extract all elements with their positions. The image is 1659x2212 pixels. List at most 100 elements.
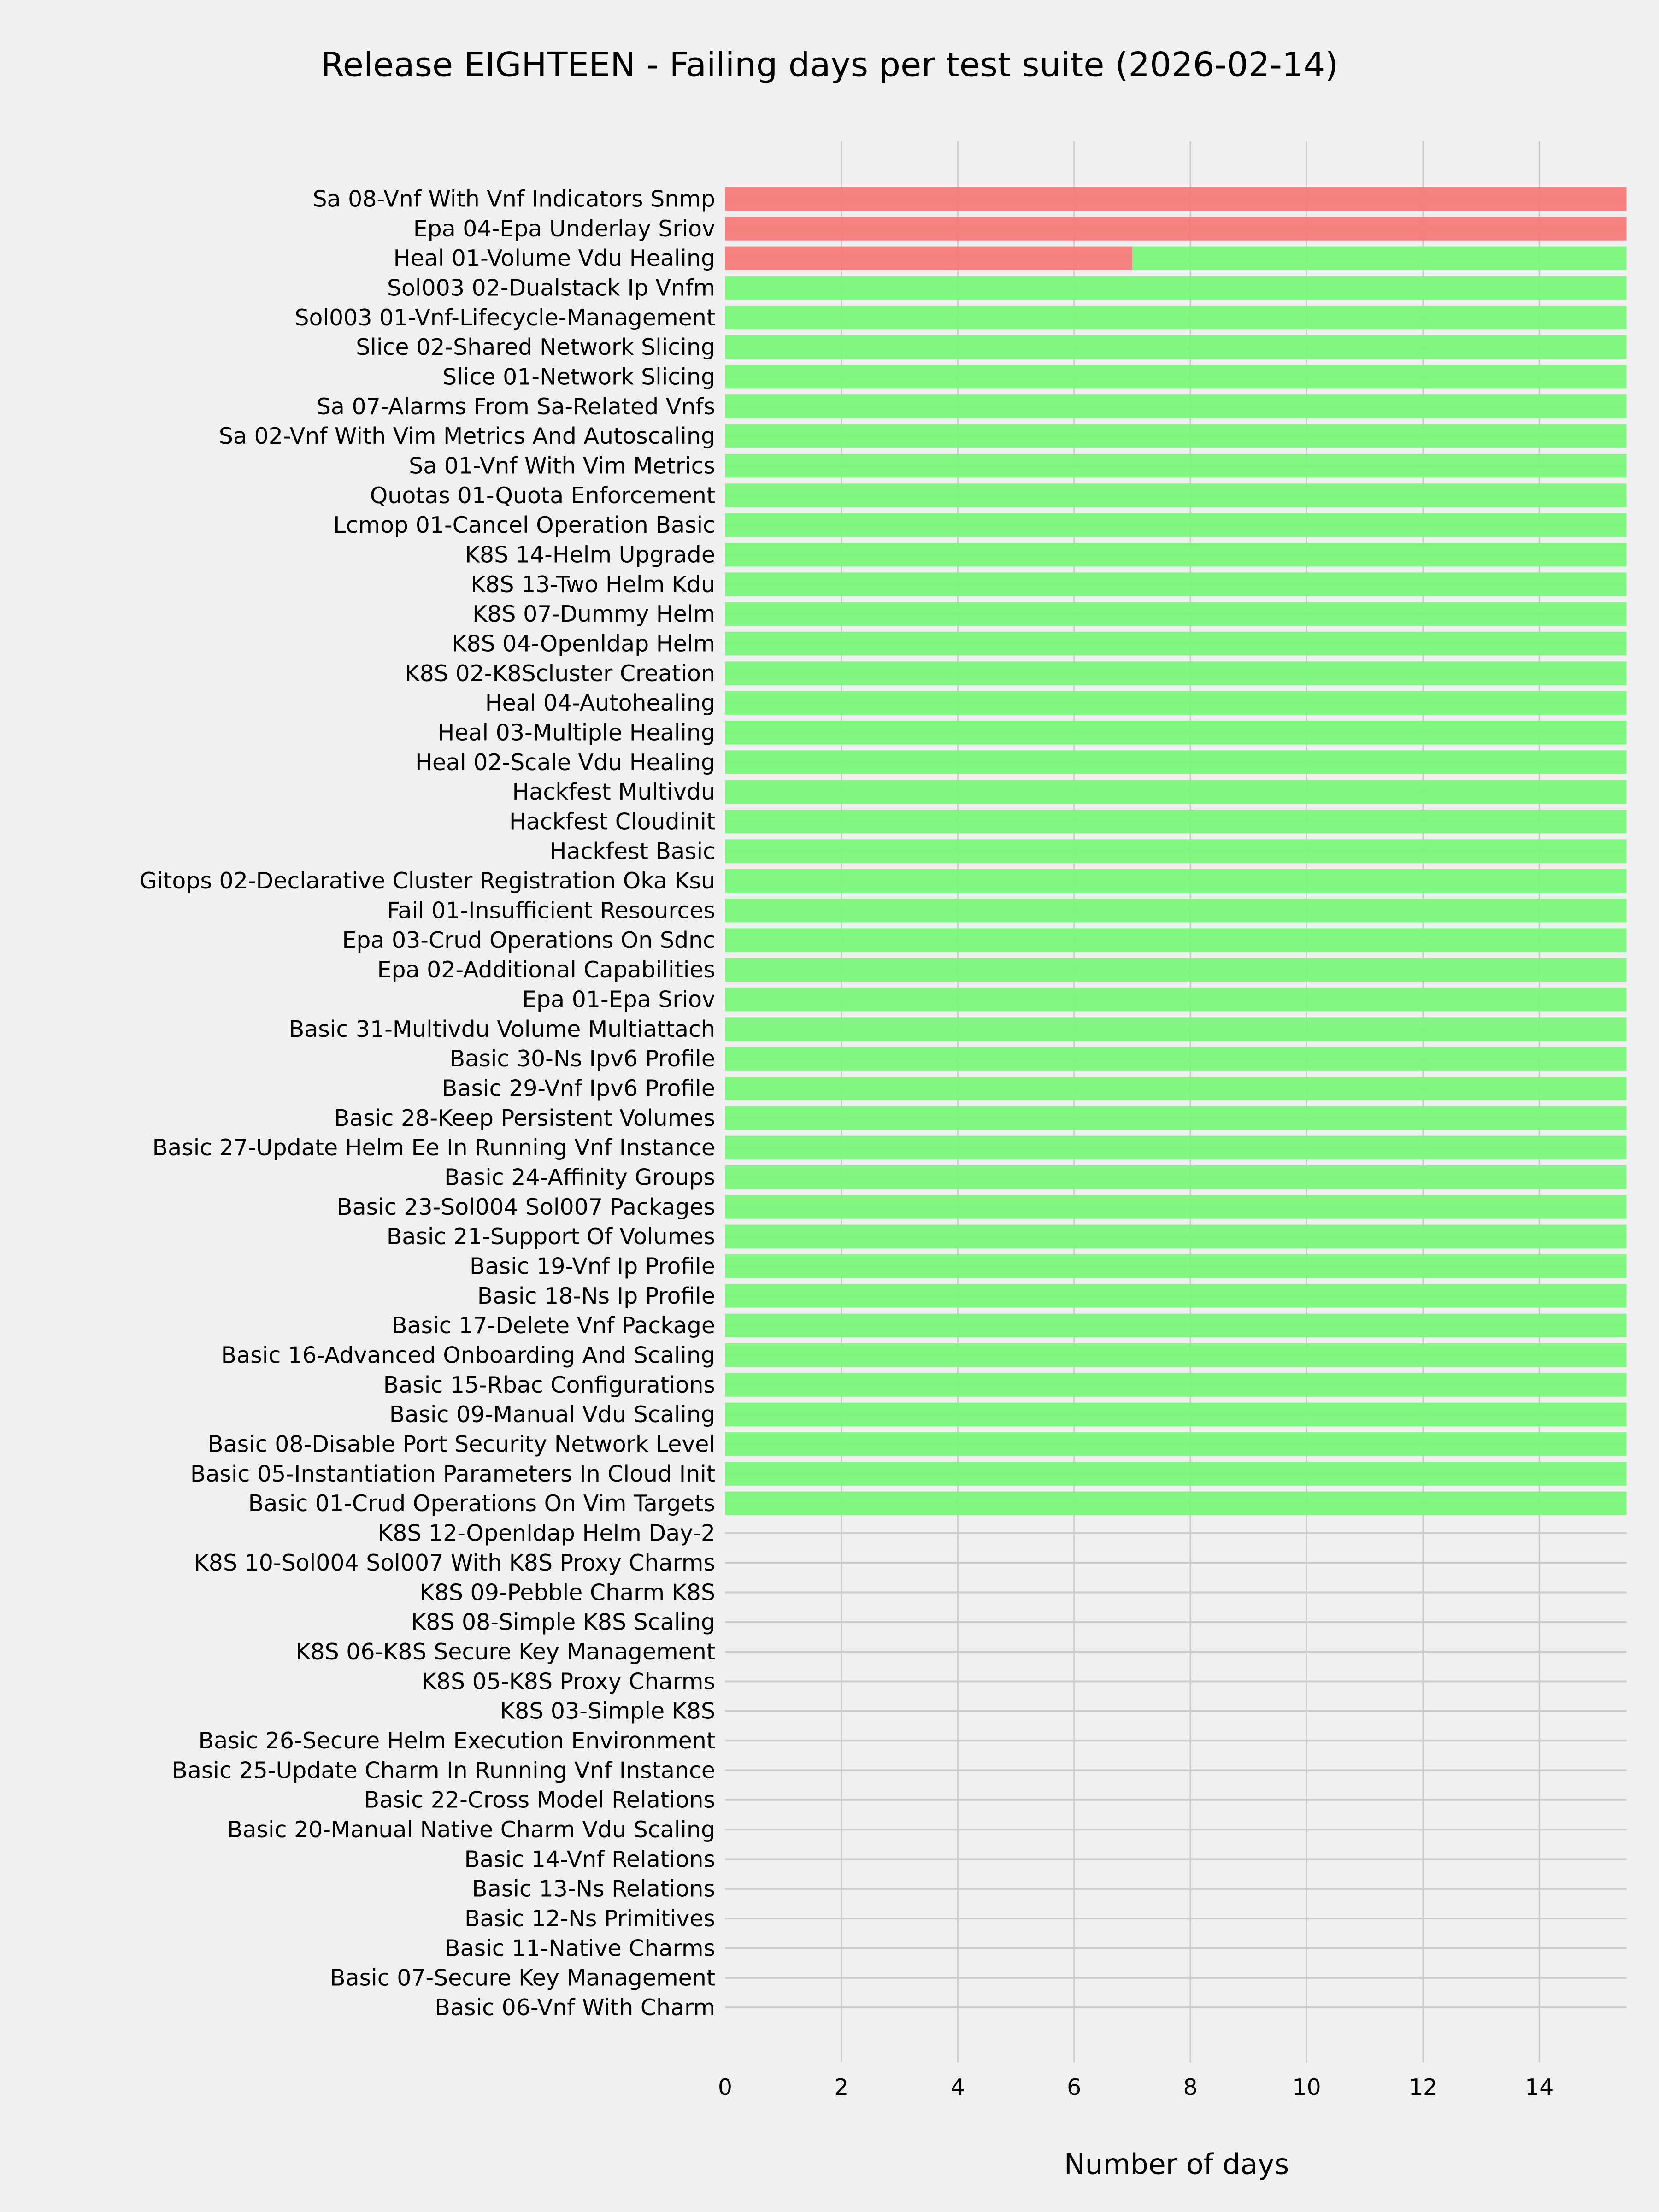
bar-pass	[725, 572, 1627, 596]
bar-pass	[725, 542, 1627, 567]
y-tick-label: Heal 02-Scale Vdu Healing	[415, 749, 715, 776]
y-tick-label: Basic 28-Keep Persistent Volumes	[334, 1105, 715, 1131]
chart-title: Release EIGHTEEN - Failing days per test…	[321, 45, 1338, 84]
y-tick-label: K8S 09-Pebble Charm K8S	[420, 1579, 715, 1606]
x-tick-label: 2	[834, 2074, 848, 2100]
y-tick-label: Hackfest Basic	[550, 838, 715, 865]
y-tick-label: Sa 07-Alarms From Sa-Related Vnfs	[317, 394, 715, 420]
bar-pass	[725, 394, 1627, 418]
bar-fail	[725, 187, 1627, 211]
bar-pass	[725, 898, 1627, 923]
y-tick-label: Basic 07-Secure Key Management	[330, 1965, 715, 1991]
y-tick-label: K8S 04-Openldap Helm	[452, 631, 715, 657]
y-tick-label: K8S 10-Sol004 Sol007 With K8S Proxy Char…	[194, 1550, 715, 1576]
bar-pass	[725, 809, 1627, 834]
bar-pass	[725, 1135, 1627, 1160]
y-tick-label: K8S 03-Simple K8S	[500, 1698, 715, 1724]
bar-pass	[725, 839, 1627, 863]
y-tick-label: K8S 07-Dummy Helm	[472, 601, 715, 627]
y-tick-label: Basic 17-Delete Vnf Package	[392, 1312, 715, 1339]
y-tick-label: Lcmop 01-Cancel Operation Basic	[333, 512, 715, 538]
bar-pass	[725, 1373, 1627, 1397]
y-tick-label: Basic 29-Vnf Ipv6 Profile	[442, 1076, 715, 1102]
y-tick-label: Epa 04-Epa Underlay Sriov	[413, 216, 715, 242]
bar-pass	[725, 602, 1627, 626]
bar-pass	[725, 1462, 1627, 1486]
y-tick-label: Basic 23-Sol004 Sol007 Packages	[337, 1194, 715, 1220]
y-tick-label: Basic 12-Ns Primitives	[465, 1906, 715, 1932]
y-tick-label: Basic 31-Multivdu Volume Multiattach	[289, 1016, 715, 1042]
bar-pass	[725, 958, 1627, 982]
y-tick-label: Basic 08-Disable Port Security Network L…	[208, 1431, 715, 1458]
y-tick-label: K8S 13-Two Helm Kdu	[471, 571, 715, 598]
y-tick-label: Sol003 02-Dualstack Ip Vnfm	[387, 275, 715, 301]
y-tick-label: Quotas 01-Quota Enforcement	[370, 482, 715, 509]
y-tick-label: Gitops 02-Declarative Cluster Registrati…	[140, 868, 715, 894]
bar-pass	[725, 780, 1627, 804]
x-tick-label: 14	[1525, 2074, 1553, 2100]
bar-fail	[725, 217, 1627, 241]
y-tick-label: Epa 01-Epa Sriov	[522, 987, 715, 1013]
y-tick-label: Basic 21-Support Of Volumes	[387, 1224, 715, 1250]
y-tick-label: K8S 14-Helm Upgrade	[465, 542, 715, 568]
y-tick-label: K8S 05-K8S Proxy Charms	[422, 1668, 715, 1694]
y-tick-label: Basic 06-Vnf With Charm	[435, 1994, 715, 2021]
bar-pass	[725, 483, 1627, 507]
x-tick-label: 6	[1067, 2074, 1081, 2100]
y-tick-label: Basic 26-Secure Helm Execution Environme…	[199, 1728, 715, 1754]
y-tick-label: Fail 01-Insufficient Resources	[387, 898, 715, 924]
bar-pass	[725, 1224, 1627, 1249]
y-tick-label: Basic 27-Update Helm Ee In Running Vnf I…	[153, 1135, 715, 1161]
y-tick-label: Hackfest Cloudinit	[509, 809, 715, 835]
y-tick-label: Basic 09-Manual Vdu Scaling	[389, 1401, 715, 1428]
x-axis-label: Number of days	[1064, 2148, 1289, 2181]
y-tick-label: Basic 30-Ns Ipv6 Profile	[450, 1046, 715, 1072]
bar-pass	[725, 335, 1627, 359]
y-tick-label: Basic 22-Cross Model Relations	[364, 1787, 715, 1813]
bar-pass	[725, 1017, 1627, 1041]
bar-pass	[725, 306, 1627, 329]
y-tick-label: Basic 11-Native Charms	[445, 1935, 715, 1961]
y-tick-label: Basic 13-Ns Relations	[472, 1876, 715, 1902]
bar-pass	[725, 1313, 1627, 1338]
bar-pass	[725, 1432, 1627, 1456]
y-tick-label: Basic 20-Manual Native Charm Vdu Scaling	[227, 1817, 715, 1843]
y-tick-label: Heal 04-Autohealing	[485, 690, 715, 716]
y-tick-label: Heal 03-Multiple Healing	[438, 720, 715, 746]
y-tick-label: Sol003 01-Vnf-Lifecycle-Management	[294, 305, 715, 331]
y-tick-label: Slice 02-Shared Network Slicing	[356, 334, 715, 360]
y-tick-label: Basic 24-Affinity Groups	[444, 1165, 715, 1191]
bar-pass	[1132, 246, 1627, 271]
y-tick-label: Sa 08-Vnf With Vnf Indicators Snmp	[312, 186, 715, 212]
y-tick-label: Sa 01-Vnf With Vim Metrics	[409, 453, 715, 479]
y-tick-label: Epa 02-Additional Capabilities	[377, 957, 716, 983]
bar-pass	[725, 1491, 1627, 1516]
y-tick-label: Basic 15-Rbac Configurations	[383, 1372, 715, 1398]
y-tick-label: K8S 08-Simple K8S Scaling	[411, 1609, 715, 1635]
y-tick-label: Basic 25-Update Charm In Running Vnf Ins…	[172, 1757, 715, 1783]
bar-fail	[725, 246, 1132, 271]
y-tick-label: Basic 16-Advanced Onboarding And Scaling	[221, 1342, 715, 1369]
bar-pass	[725, 661, 1627, 685]
x-tick-label: 0	[718, 2074, 732, 2100]
x-tick-label: 12	[1409, 2074, 1437, 2100]
bar-pass	[725, 1165, 1627, 1189]
bar-pass	[725, 1076, 1627, 1100]
bar-pass	[725, 1047, 1627, 1071]
bar-pass	[725, 987, 1627, 1012]
y-tick-label: Basic 18-Ns Ip Profile	[477, 1283, 715, 1309]
bar-pass	[725, 1343, 1627, 1367]
bar-pass	[725, 365, 1627, 389]
y-tick-label: Basic 05-Instantiation Parameters In Clo…	[190, 1461, 715, 1487]
bar-pass	[725, 276, 1627, 300]
bar-pass	[725, 928, 1627, 952]
y-tick-label: K8S 02-K8Scluster Creation	[405, 660, 715, 687]
bar-pass	[725, 1106, 1627, 1130]
bar-pass	[725, 424, 1627, 448]
bar-pass	[725, 631, 1627, 656]
y-tick-label: Basic 19-Vnf Ip Profile	[470, 1253, 715, 1280]
bar-pass	[725, 1402, 1627, 1427]
bar-pass	[725, 453, 1627, 478]
